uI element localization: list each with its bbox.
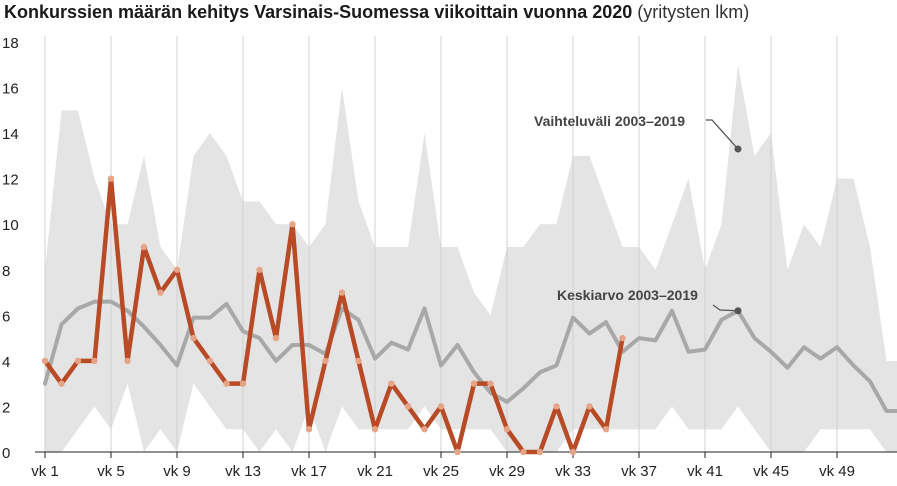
annotation-keskiarvo-leader [712,304,739,312]
x-tick-label-4: vk 17 [291,463,327,480]
series-point-2020-0 [41,357,49,365]
series-point-2020-11 [223,380,230,387]
series-point-2020-27 [487,380,494,387]
y-tick-label-7: 14 [2,126,19,143]
x-tick-label-8: vk 33 [555,463,591,480]
series-line-keskiarvo [43,299,897,413]
chart-title-text: Konkurssien määrän kehitys Varsinais-Suo… [4,2,633,22]
series-point-2020-29 [520,448,527,456]
series-point-2020-34 [602,426,610,433]
series-point-2020-32 [569,448,577,456]
x-tick-label-3: vk 13 [225,463,261,480]
series-point-2020-2 [74,357,82,365]
x-tick-label-7: vk 29 [489,463,525,480]
series-point-2020-22 [404,403,412,410]
series-point-2020-9 [190,334,197,342]
series-point-2020-14 [272,334,280,342]
series-point-2020-12 [239,380,247,387]
series-point-2020-20 [371,426,379,433]
annotation-vaihteluvali-dot [734,145,742,153]
annotation-keskiarvo-dot [734,307,742,315]
x-tick-label-12: vk 49 [819,463,855,480]
series-point-2020-16 [305,426,313,433]
series-point-2020-8 [173,266,181,273]
x-tick-label-11: vk 45 [753,463,789,480]
series-point-2020-18 [338,289,346,296]
x-tick-label-1: vk 5 [97,463,125,480]
range-band-layer [45,64,897,452]
series-point-2020-4 [107,175,115,182]
x-tick-label-10: vk 41 [687,463,723,480]
series-point-2020-17 [322,357,329,365]
annotation-vaihteluvali-label: Vaihteluväli 2003–2019 [534,113,685,129]
series-layer [41,175,897,456]
series-point-2020-15 [289,221,296,228]
series-point-2020-6 [140,243,148,251]
chart-title: Konkurssien määrän kehitys Varsinais-Suo… [4,2,749,23]
range-band-area [45,64,897,452]
y-tick-label-8: 16 [2,81,19,98]
series-point-2020-10 [206,357,214,365]
annotation-layer: Vaihteluväli 2003–2019 Keskiarvo 2003–201… [534,113,742,315]
series-point-2020-1 [58,380,65,387]
x-tick-label-0: vk 1 [31,463,59,480]
grid-layer [44,36,838,452]
y-tick-label-1: 2 [2,399,10,416]
annotation-vaihteluvali-leader [706,119,739,150]
x-tick-label-6: vk 25 [423,463,459,480]
x-tick-label-2: vk 9 [163,463,191,480]
annotation-keskiarvo-label: Keskiarvo 2003–2019 [557,287,698,303]
series-point-2020-21 [388,380,395,387]
series-point-2020-35 [619,334,626,342]
series-point-2020-28 [503,426,511,433]
series-point-2020-5 [124,357,131,365]
series-point-2020-3 [91,357,98,365]
y-tick-label-2: 4 [2,354,10,371]
series-point-2020-26 [470,380,478,387]
y-tick-label-0: 0 [2,445,10,462]
series-point-2020-13 [256,266,263,273]
y-tick-label-5: 10 [2,217,19,234]
series-point-2020-23 [421,426,428,433]
axis-layer: 0 2 4 6 8 10 12 14 16 18 vk 1 vk 5 vk 9 vk 13 vk 17 vk … [2,35,897,480]
series-point-2020-30 [536,448,544,456]
x-tick-label-5: vk 21 [357,463,393,480]
series-point-2020-33 [586,403,593,410]
series-point-2020-31 [553,403,560,410]
y-tick-label-4: 8 [2,263,10,280]
series-point-2020-7 [157,289,164,296]
y-tick-label-6: 12 [2,172,19,189]
series-point-2020-19 [355,357,362,365]
series-point-2020-25 [454,448,461,456]
y-tick-label-3: 6 [2,308,10,325]
chart-unit-label: (yritysten lkm) [637,2,750,22]
y-tick-label-9: 18 [2,35,19,52]
series-point-2020-24 [437,403,445,410]
x-tick-label-9: vk 37 [621,463,657,480]
